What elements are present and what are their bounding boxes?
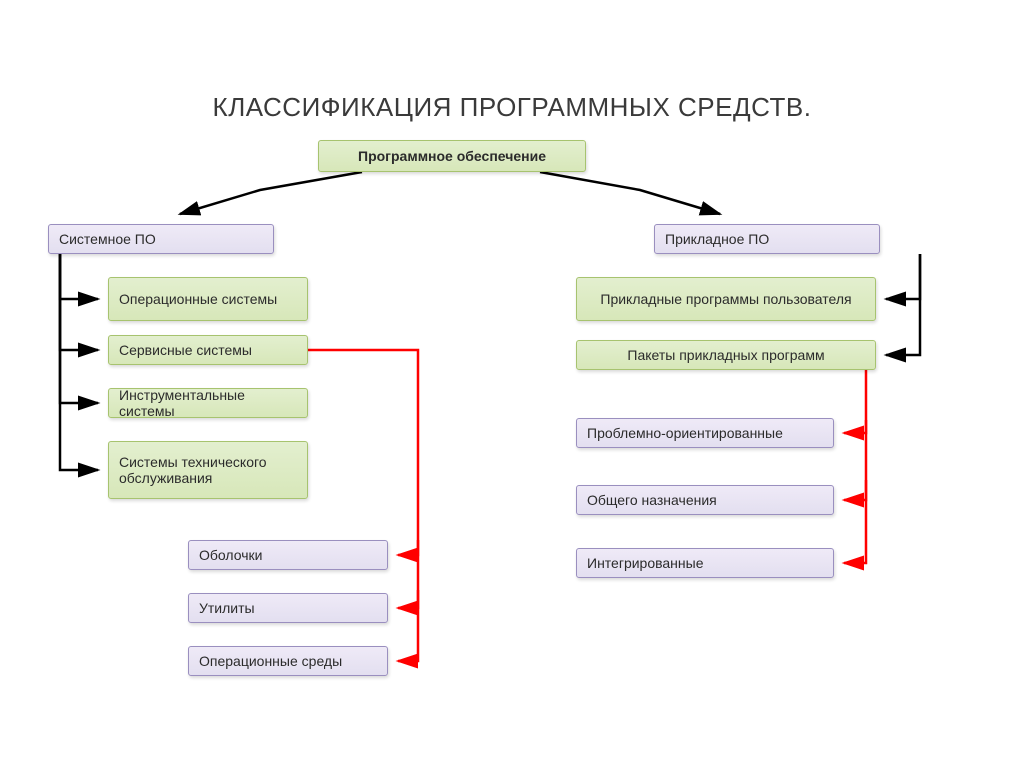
node-label: Общего назначения	[587, 492, 717, 508]
node-label: Оболочки	[199, 547, 262, 563]
node-label: Системы технического обслуживания	[119, 454, 297, 486]
node-label: Инструментальные системы	[119, 387, 297, 419]
node-root: Программное обеспечение	[318, 140, 586, 172]
edge-3	[60, 254, 98, 350]
edge-11	[844, 370, 866, 433]
node-label: Пакеты прикладных программ	[627, 347, 824, 363]
diagram-stage: КЛАССИФИКАЦИЯ ПРОГРАММНЫХ СРЕДСТВ. Прогр…	[0, 0, 1024, 768]
node-label: Прикладные программы пользователя	[600, 291, 851, 307]
edge-4	[60, 254, 98, 403]
node-app: Прикладное ПО	[654, 224, 880, 254]
node-userapps: Прикладные программы пользователя	[576, 277, 876, 321]
node-shells: Оболочки	[188, 540, 388, 570]
node-label: Операционные системы	[119, 291, 277, 307]
edge-0	[180, 172, 362, 214]
node-integrated: Интегрированные	[576, 548, 834, 578]
node-label: Утилиты	[199, 600, 255, 616]
edge-5	[60, 254, 98, 470]
edge-13	[844, 480, 866, 563]
edge-9	[398, 540, 418, 608]
node-service: Сервисные системы	[108, 335, 308, 365]
node-label: Системное ПО	[59, 231, 156, 247]
edge-12	[844, 420, 866, 500]
node-maint: Системы технического обслуживания	[108, 441, 308, 499]
edge-8	[308, 350, 418, 555]
edge-6	[886, 254, 920, 299]
node-packages: Пакеты прикладных программ	[576, 340, 876, 370]
node-general: Общего назначения	[576, 485, 834, 515]
node-sys: Системное ПО	[48, 224, 274, 254]
node-label: Прикладное ПО	[665, 231, 769, 247]
node-problem: Проблемно-ориентированные	[576, 418, 834, 448]
node-os: Операционные системы	[108, 277, 308, 321]
node-openv: Операционные среды	[188, 646, 388, 676]
node-label: Операционные среды	[199, 653, 342, 669]
node-label: Интегрированные	[587, 555, 704, 571]
node-label: Программное обеспечение	[358, 148, 546, 164]
node-label: Проблемно-ориентированные	[587, 425, 783, 441]
edge-1	[540, 172, 720, 214]
node-instr: Инструментальные системы	[108, 388, 308, 418]
edge-10	[398, 590, 418, 661]
node-label: Сервисные системы	[119, 342, 252, 358]
node-utils: Утилиты	[188, 593, 388, 623]
edge-7	[886, 254, 920, 355]
diagram-title: КЛАССИФИКАЦИЯ ПРОГРАММНЫХ СРЕДСТВ.	[0, 92, 1024, 123]
edge-2	[60, 254, 98, 299]
